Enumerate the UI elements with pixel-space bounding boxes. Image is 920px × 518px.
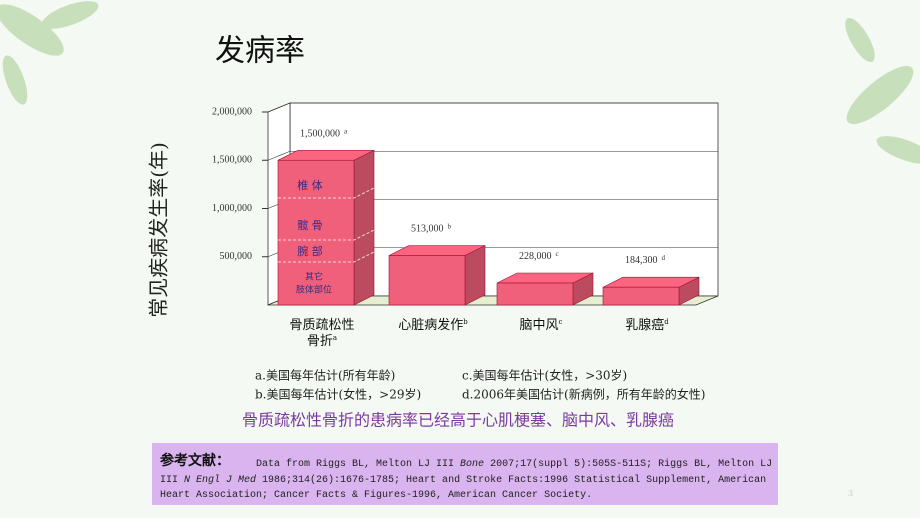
reference-line: III N Engl J Med 1986;314(26):1676-1785;… [160, 474, 766, 486]
leaves [0, 1, 920, 164]
reference-heading: 参考文献： [160, 452, 230, 469]
segment-divider [278, 229, 375, 241]
footnote: d.2006年美国估计(新病例，所有年龄的女性) [462, 387, 705, 402]
reference-text: 2007;17(suppl 5):505S-511S; Riggs BL, Me… [484, 458, 772, 470]
x-tick-label-text: 心脏病发作 [398, 317, 463, 333]
value-label-note: d [662, 254, 666, 262]
reference-text: Heart Association; Cancer Facts & Figure… [160, 489, 592, 501]
y-tick-label: 1,000,000 [212, 203, 252, 214]
x-tick-label-text: 脑中风 [520, 318, 559, 333]
x-tick-label: 脑中风c [520, 318, 563, 333]
reference-text: N Engl J Med [184, 474, 256, 486]
bar-side [353, 149, 375, 306]
bar-front [388, 255, 466, 306]
reference-text: III [160, 475, 184, 486]
footnote: a.美国每年估计(所有年龄) [255, 368, 395, 383]
value-label: 513,000 b [411, 222, 452, 235]
reference-line: Data from Riggs BL, Melton LJ III Bone 2… [256, 458, 772, 470]
value-label-text: 228,000 [519, 251, 552, 262]
x-tick-label-text: 骨质疏松性 [289, 318, 354, 333]
title: 发病率 [215, 34, 305, 69]
footnote: c.美国每年估计(女性，>30岁) [462, 368, 627, 383]
grid-line [267, 102, 718, 113]
y-tick-label: 500,000 [220, 251, 253, 262]
reference-text: 1986;314(26):1676-1785; Heart and Stroke… [256, 474, 766, 486]
x-tick-label-text: 乳腺癌 [625, 317, 664, 333]
segment-label: 椎 体 [297, 178, 323, 192]
x-tick-label: 骨折a [307, 334, 337, 349]
segment-divider [278, 251, 375, 263]
footnotes: a.美国每年估计(所有年龄) b.美国每年估计(女性，>29岁) c.美国每年估… [255, 368, 705, 402]
value-label: 1,500,000 a [300, 127, 348, 140]
bar-side [464, 245, 486, 306]
x-tick-label-note: a [333, 334, 337, 342]
bar [277, 149, 375, 306]
segment-label: 腕 部 [297, 244, 323, 258]
y-axis-label: 常见疾病发生率(年) [147, 142, 171, 318]
slide-number: 3 [848, 489, 853, 498]
value-label-note: c [556, 250, 559, 258]
value-label: 228,000 c [519, 250, 559, 263]
footnote: b.美国每年估计(女性，>29岁) [255, 387, 421, 402]
y-tick-label: 2,000,000 [212, 106, 252, 117]
reference-text: Data from Riggs BL, Melton LJ III [256, 458, 460, 470]
segment-labels: 椎 体 髋 骨 腕 部 其它 肢体部位 [296, 178, 332, 296]
y-tick-label: 1,500,000 [212, 155, 252, 166]
value-label-note: a [344, 127, 348, 135]
segment-divider [278, 187, 375, 199]
value-label-text: 184,300 [625, 256, 658, 267]
segment-label: 其它 [305, 271, 323, 283]
value-label-text: 513,000 [411, 224, 444, 235]
bar [602, 276, 700, 306]
bar-front [277, 159, 355, 306]
grid-line [267, 150, 718, 161]
x-tick-label-note: c [559, 318, 563, 326]
segment-label: 肢体部位 [296, 284, 332, 296]
bar [388, 245, 486, 306]
x-tick-label: 心脏病发作b [398, 317, 468, 333]
value-label: 184,300 d [625, 254, 666, 267]
bar-front [496, 282, 574, 306]
plot: 500,000 1,000,000 1,500,000 2,000,000 1,500,… [212, 102, 719, 349]
value-label-note: b [448, 222, 452, 230]
x-tick-label-text: 骨折 [307, 334, 333, 349]
x-tick-label: 骨质疏松性 [289, 318, 354, 333]
reference-text: Bone [460, 459, 484, 470]
caption: 骨质疏松性骨折的患病率已经高于心肌梗塞、脑中风、乳腺癌 [242, 411, 674, 430]
value-label-text: 1,500,000 [300, 129, 340, 140]
x-tick-label-note: b [463, 318, 468, 326]
x-tick-label-note: d [664, 318, 669, 326]
x-tick-label: 乳腺癌d [625, 317, 669, 333]
reference-box [152, 443, 778, 505]
segment-label: 髋 骨 [297, 218, 323, 232]
bar [496, 272, 594, 306]
reference-line: Heart Association; Cancer Facts & Figure… [160, 489, 592, 501]
bar-front [602, 286, 680, 306]
